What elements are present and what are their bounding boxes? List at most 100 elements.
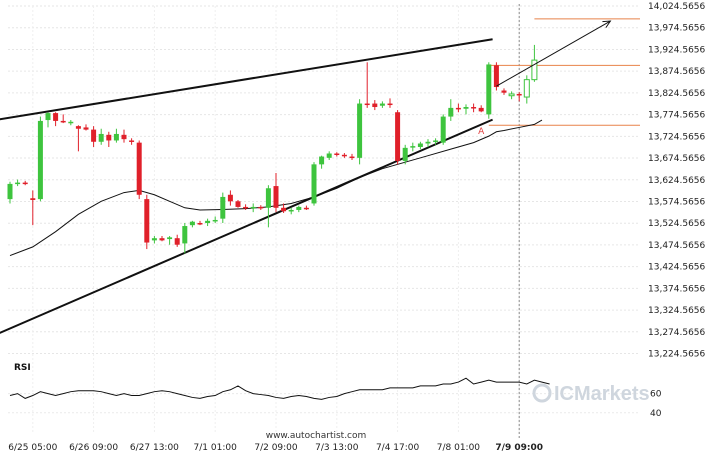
y-tick-label: 13,824.5656	[648, 89, 706, 99]
candle-body	[402, 147, 408, 161]
candle	[478, 105, 484, 113]
candle-body	[425, 141, 431, 144]
candle	[471, 103, 477, 113]
x-axis-ticks: 6/25 05:00 6/26 09:00 6/27 13:00 7/1 01:00 7…	[8, 443, 543, 453]
candle-body	[326, 153, 332, 158]
candle-body	[531, 59, 538, 81]
moving-average-line	[9, 119, 543, 257]
candle-body	[121, 134, 127, 140]
x-tick-label: 7/8 01:00	[437, 443, 481, 453]
watermark-text: www.autochartist.com	[266, 431, 367, 441]
candle-body	[45, 113, 51, 121]
y-tick-label: 13,274.5656	[648, 328, 706, 338]
candle-body	[440, 116, 446, 143]
x-tick-label: 6/26 09:00	[69, 443, 118, 453]
candle	[53, 112, 59, 127]
candle-body	[243, 206, 249, 209]
candle-body	[463, 107, 469, 109]
candle	[357, 99, 363, 165]
candle	[129, 138, 135, 145]
candle	[182, 222, 188, 254]
y-tick-label: 13,424.5656	[648, 263, 706, 273]
candle	[83, 124, 89, 131]
y-tick-label: 13,724.5656	[648, 132, 706, 142]
candle	[250, 203, 256, 213]
candle-body	[478, 107, 484, 112]
x-tick-label: 7/4 17:00	[376, 443, 420, 453]
candle-body	[523, 79, 530, 98]
candle	[265, 185, 271, 228]
candle	[501, 88, 507, 95]
candle	[75, 125, 81, 152]
channel-lines	[0, 38, 493, 334]
candle-body	[281, 207, 287, 212]
candle-body	[167, 237, 173, 240]
candle	[288, 207, 294, 215]
candle	[212, 216, 218, 223]
candle-body	[235, 201, 241, 207]
y-tick-label: 13,474.5656	[648, 241, 706, 251]
brand-logo-icon	[532, 383, 552, 403]
candle-body	[91, 129, 97, 142]
candle	[349, 153, 355, 161]
candle-body	[273, 186, 279, 208]
candle-body	[197, 222, 203, 225]
y-tick-label: 13,324.5656	[648, 306, 706, 316]
y-tick-label: 13,774.5656	[648, 111, 706, 121]
candle	[334, 152, 340, 157]
y-tick-label: 13,674.5656	[648, 154, 706, 164]
rsi-grid	[8, 393, 640, 414]
candle	[463, 104, 469, 115]
candle	[296, 205, 302, 213]
brand-logo: ICMarkets	[532, 383, 650, 405]
candle-body	[296, 206, 302, 210]
candle	[493, 62, 499, 91]
candle	[159, 236, 165, 242]
candle	[364, 62, 370, 108]
candle	[326, 151, 332, 161]
candle	[91, 126, 97, 147]
candle-body	[493, 65, 499, 88]
candle	[387, 98, 393, 108]
candle	[174, 234, 180, 247]
candle	[37, 116, 43, 202]
candle-body	[53, 113, 59, 121]
candle	[508, 91, 515, 100]
candle-body	[417, 143, 423, 147]
price-grid	[8, 5, 640, 432]
candle-body	[372, 103, 378, 108]
candle-body	[486, 64, 492, 115]
candle	[167, 236, 173, 245]
y-tick-label: 13,874.5656	[648, 67, 706, 77]
y-tick-label: 13,224.5656	[648, 350, 706, 360]
forecast-arrow	[496, 20, 612, 87]
pattern-marker: A	[478, 127, 485, 137]
candle-body	[182, 226, 188, 244]
y-tick-label: 13,624.5656	[648, 176, 706, 186]
candle-body	[448, 107, 454, 117]
candle	[235, 199, 241, 208]
x-tick-label: 7/3 13:00	[315, 443, 359, 453]
candle	[379, 101, 385, 108]
candle	[341, 153, 347, 158]
candle-body	[334, 153, 340, 155]
candle-body	[129, 140, 135, 142]
candle	[531, 44, 538, 82]
candle-body	[98, 133, 104, 142]
brand-text: ICMarkets	[554, 383, 650, 405]
candle-body	[227, 194, 233, 202]
candle	[319, 155, 325, 169]
candle-body	[83, 127, 89, 130]
candle	[486, 62, 492, 119]
candle	[113, 128, 119, 143]
candle-body	[471, 107, 477, 109]
candle-body	[30, 198, 36, 200]
candle-body	[433, 140, 439, 142]
candle	[30, 190, 36, 226]
candle-body	[136, 142, 142, 195]
y-tick-label: 14,024.5656	[648, 2, 706, 12]
candle-body	[174, 238, 180, 245]
y-tick-label: 13,974.5656	[648, 24, 706, 34]
candle	[273, 173, 279, 213]
